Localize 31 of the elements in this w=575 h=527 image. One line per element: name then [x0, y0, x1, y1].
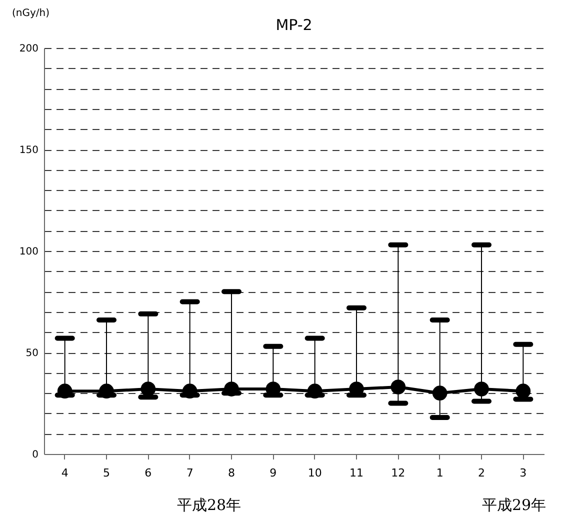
x-tick-label: 11 [350, 466, 364, 480]
point [516, 384, 531, 398]
y-tick-label: 100 [19, 246, 38, 258]
x-tick-label: 12 [391, 466, 406, 480]
y-tick-label: 50 [26, 348, 38, 359]
x-tick-label: 3 [520, 466, 527, 480]
point [390, 380, 406, 394]
x-tick-label: 2 [478, 466, 485, 480]
point [432, 386, 448, 400]
point [224, 382, 239, 396]
point [474, 382, 489, 396]
text: 平成28年 [176, 496, 242, 515]
x-tick-label: 6 [144, 466, 152, 480]
y-tick-label: 0 [32, 450, 38, 460]
x-tick-label: 5 [103, 466, 110, 480]
text: 平成29年 [482, 496, 546, 515]
point [140, 382, 156, 396]
point [57, 384, 72, 398]
y-tick-label: 150 [19, 145, 38, 156]
point [307, 384, 322, 398]
point [99, 384, 114, 398]
x-tick-label: 7 [186, 466, 194, 480]
x-tick-label: 9 [270, 466, 277, 480]
y-axis-title: (nGy/h) [12, 8, 50, 19]
x-tick-label: 10 [308, 466, 322, 480]
point [182, 384, 198, 398]
y-tick-label: 200 [19, 44, 38, 54]
x-tick-label: 1 [436, 466, 444, 480]
x-tick-label: 4 [61, 466, 68, 480]
chart-title: MP-2 [276, 16, 312, 34]
x-tick-label: 8 [228, 466, 235, 480]
